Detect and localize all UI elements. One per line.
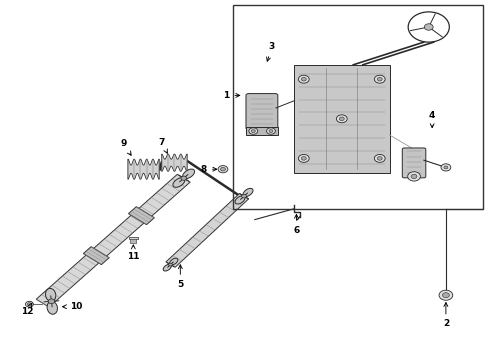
Ellipse shape bbox=[183, 169, 195, 179]
Circle shape bbox=[298, 75, 309, 83]
Ellipse shape bbox=[243, 188, 253, 197]
Circle shape bbox=[218, 166, 228, 173]
Polygon shape bbox=[162, 154, 187, 171]
Circle shape bbox=[439, 290, 453, 300]
Text: 10: 10 bbox=[63, 302, 82, 311]
Ellipse shape bbox=[170, 258, 178, 265]
Text: 7: 7 bbox=[158, 138, 167, 153]
Polygon shape bbox=[128, 207, 154, 225]
Circle shape bbox=[374, 75, 385, 83]
Ellipse shape bbox=[46, 288, 56, 301]
Polygon shape bbox=[36, 174, 190, 307]
Bar bbox=[129, 237, 138, 239]
Polygon shape bbox=[128, 159, 159, 179]
Circle shape bbox=[249, 128, 258, 134]
Ellipse shape bbox=[47, 301, 57, 314]
Circle shape bbox=[444, 166, 448, 169]
Circle shape bbox=[336, 115, 347, 123]
Text: 6: 6 bbox=[294, 215, 299, 235]
Circle shape bbox=[242, 194, 246, 198]
Circle shape bbox=[424, 24, 433, 30]
Circle shape bbox=[220, 167, 225, 171]
Circle shape bbox=[269, 130, 273, 132]
Circle shape bbox=[408, 172, 420, 181]
Circle shape bbox=[27, 303, 31, 306]
Text: 9: 9 bbox=[120, 139, 131, 155]
Text: 3: 3 bbox=[267, 42, 275, 61]
Circle shape bbox=[301, 157, 306, 160]
Circle shape bbox=[441, 164, 451, 171]
Ellipse shape bbox=[235, 196, 245, 204]
Ellipse shape bbox=[173, 178, 185, 187]
Circle shape bbox=[298, 154, 309, 162]
Circle shape bbox=[48, 299, 55, 304]
Bar bbox=[233, 5, 483, 209]
Circle shape bbox=[169, 263, 172, 266]
Text: 1: 1 bbox=[223, 91, 240, 100]
Circle shape bbox=[339, 117, 344, 121]
Circle shape bbox=[301, 77, 306, 81]
Text: 12: 12 bbox=[21, 303, 33, 316]
Polygon shape bbox=[166, 194, 248, 267]
Polygon shape bbox=[83, 247, 109, 265]
Text: 4: 4 bbox=[429, 111, 436, 127]
Ellipse shape bbox=[163, 264, 172, 271]
FancyBboxPatch shape bbox=[246, 94, 278, 130]
FancyBboxPatch shape bbox=[402, 148, 426, 178]
Circle shape bbox=[411, 174, 417, 179]
Circle shape bbox=[374, 154, 385, 162]
Text: 8: 8 bbox=[201, 165, 217, 174]
Circle shape bbox=[251, 130, 255, 132]
Circle shape bbox=[25, 301, 33, 307]
Circle shape bbox=[442, 293, 449, 298]
Circle shape bbox=[181, 176, 187, 180]
Text: 11: 11 bbox=[127, 245, 140, 261]
Circle shape bbox=[377, 157, 382, 160]
Circle shape bbox=[377, 77, 382, 81]
Circle shape bbox=[267, 128, 275, 134]
FancyBboxPatch shape bbox=[294, 65, 390, 173]
Text: 5: 5 bbox=[177, 265, 183, 289]
Bar bbox=[130, 239, 136, 243]
Text: 2: 2 bbox=[443, 303, 449, 328]
Bar bbox=[246, 127, 278, 135]
